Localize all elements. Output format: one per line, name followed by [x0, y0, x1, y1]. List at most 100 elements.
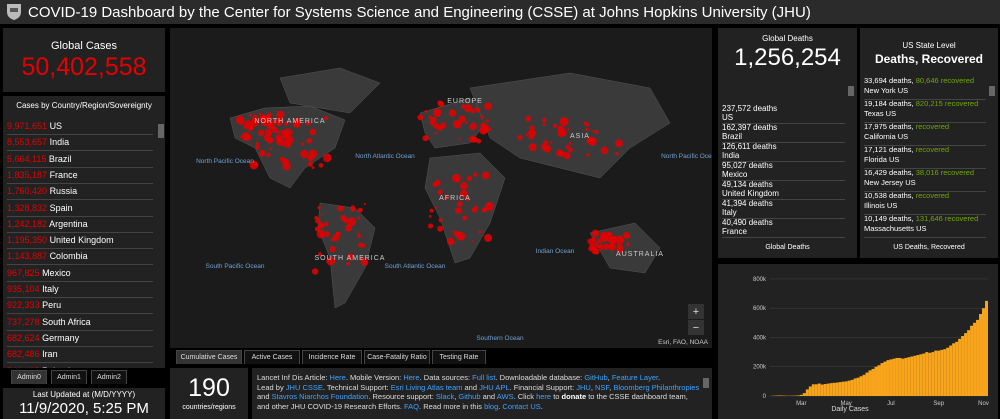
case-dot: [318, 222, 324, 228]
bar: [874, 366, 878, 396]
admin-tab[interactable]: Admin0: [11, 370, 47, 384]
case-dot: [429, 120, 435, 125]
info-line: Lancet Inf Dis Article: Here. Mobile Ver…: [257, 373, 700, 383]
link[interactable]: AWS: [496, 392, 514, 401]
link[interactable]: FAQ: [404, 401, 420, 411]
link[interactable]: Here: [329, 373, 346, 382]
bar: [859, 376, 863, 396]
case-dot: [469, 135, 477, 143]
case-dot: [517, 134, 523, 141]
line: 16,429 deaths, 38,016 recovered: [864, 168, 986, 178]
last-updated-panel: Last Updated at (M/D/YYYY) 11/9/2020, 5:…: [3, 388, 165, 419]
link[interactable]: Feature Layer: [611, 373, 659, 382]
scrollbar[interactable]: [703, 378, 709, 388]
case-dot: [274, 117, 283, 126]
text: to the CSSE dashboard team,: [586, 392, 688, 401]
heading: Deaths, Recovered: [874, 52, 984, 66]
link[interactable]: Github: [458, 392, 481, 401]
text: . Financial Support:: [509, 382, 577, 392]
label: countries/regions: [182, 404, 236, 411]
link[interactable]: Full list: [472, 373, 496, 382]
link[interactable]: Here: [403, 373, 420, 382]
link[interactable]: here: [536, 392, 552, 401]
link[interactable]: blog: [484, 401, 499, 411]
death-row: 49,134 deaths United Kingdom: [722, 180, 845, 200]
case-dot: [484, 202, 494, 211]
line: 10,149 deaths, 131,646 recovered: [864, 214, 986, 224]
case-count: 967,825: [7, 267, 40, 278]
admin-tab[interactable]: Admin1: [51, 370, 87, 384]
bar: [892, 358, 896, 396]
attribution: Esri, FAO, NOAA: [658, 339, 709, 346]
case-dot: [460, 181, 468, 190]
case-dot: [346, 262, 350, 266]
case-dot: [593, 238, 596, 241]
link[interactable]: Slack: [435, 392, 455, 401]
country: Mexico: [42, 267, 71, 278]
bar: [898, 357, 902, 396]
map-label: SOUTH AMERICA: [315, 255, 386, 262]
zoom-button[interactable]: [688, 304, 704, 319]
link[interactable]: Bloomberg Philanthropies: [613, 382, 700, 392]
case-dot: [428, 215, 432, 218]
case-dot: [608, 243, 615, 250]
map-label: North Atlantic Ocean: [355, 153, 415, 160]
scrollbar[interactable]: [989, 86, 995, 96]
death-row: 40,490 deaths France: [722, 218, 845, 238]
bar: [934, 350, 938, 396]
case-dot: [456, 201, 463, 207]
x-tick-label: Jul: [887, 401, 895, 407]
link[interactable]: Stavros Niarchos Foundation: [271, 392, 369, 401]
case-dot: [343, 218, 349, 224]
zoom-button[interactable]: [688, 320, 704, 335]
state: Massachusetts US: [864, 224, 927, 233]
case-count: 1,835,187: [7, 169, 48, 180]
case-count: 682,486: [7, 349, 40, 360]
case-dot: [275, 134, 282, 142]
admin-tabs: Admin0 Admin1 Admin2: [3, 370, 165, 384]
case-dot: [456, 231, 466, 241]
map-tab[interactable]: Testing Rate: [432, 350, 486, 364]
country: India: [49, 137, 70, 148]
footer: Global Deaths: [765, 244, 810, 251]
list-row: 1,143,887 Colombia: [7, 248, 153, 266]
label: US State Level: [902, 41, 956, 50]
bar: [907, 357, 911, 396]
state-row: 33,694 deaths, 80,646 recovered New York …: [864, 76, 986, 100]
link[interactable]: Contact US: [502, 401, 541, 411]
link[interactable]: Esri Living Atlas team: [390, 382, 463, 392]
label: Last Updated at (M/D/YYYY): [32, 390, 136, 399]
map-tab[interactable]: Incidence Rate: [302, 350, 362, 364]
case-dot: [592, 246, 596, 250]
link[interactable]: JHU APL: [479, 382, 510, 392]
link[interactable]: JHU CSSE: [285, 382, 323, 392]
scrollbar[interactable]: [848, 86, 854, 96]
map[interactable]: NORTH AMERICA SOUTH AMERICA EUROPE ASIA AFRI…: [170, 28, 712, 348]
link[interactable]: NSF: [595, 382, 610, 392]
land: [424, 152, 506, 264]
link[interactable]: JHU: [576, 382, 591, 392]
case-dot: [585, 123, 590, 127]
case-dot: [257, 129, 265, 137]
map-label: ASIA: [570, 133, 590, 140]
country: US: [722, 113, 734, 122]
case-dot: [471, 240, 474, 243]
map-tab[interactable]: Cumulative Cases: [176, 350, 242, 364]
case-dot: [276, 110, 285, 119]
case-dot: [434, 117, 437, 120]
link[interactable]: GitHub: [584, 373, 608, 382]
bar: [850, 379, 854, 396]
case-dot: [462, 215, 468, 221]
case-dot: [529, 125, 535, 131]
bar: [946, 347, 950, 396]
bar: [841, 381, 845, 396]
bar: [910, 356, 914, 396]
case-dot: [485, 119, 489, 123]
scrollbar[interactable]: [158, 124, 164, 138]
bar: [778, 395, 782, 396]
case-dot: [623, 231, 631, 239]
map-tab[interactable]: Active Cases: [244, 350, 300, 364]
map-tab[interactable]: Case-Fatality Ratio: [364, 350, 430, 364]
admin-tab[interactable]: Admin2: [91, 370, 127, 384]
